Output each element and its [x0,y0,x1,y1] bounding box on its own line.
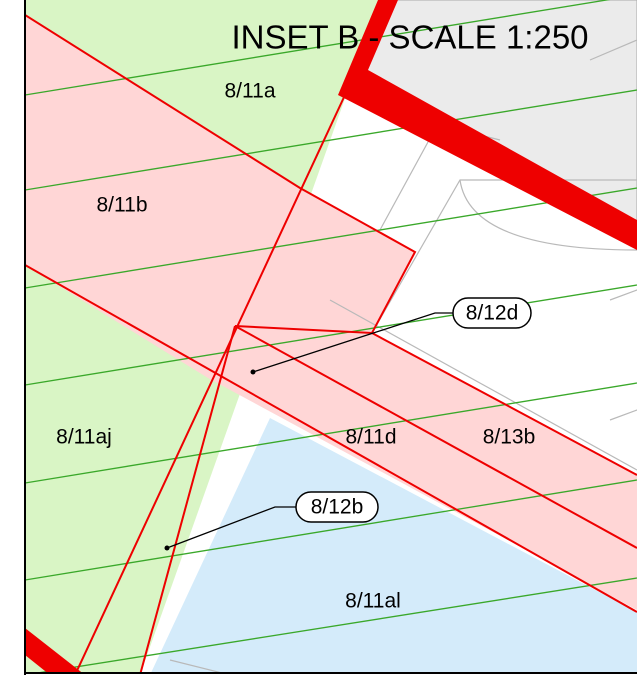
pink-area [25,15,415,378]
leader-dot [250,369,256,375]
thick-boundary [25,628,83,673]
callout-box [452,297,532,329]
leader-line [252,312,455,373]
thick-boundary [338,0,637,250]
callout-label: 8/12d [466,302,519,325]
map-area: INSET B - SCALE 1:250 8/11a 8/11b 8/11aj… [25,0,637,673]
leader-line [166,506,298,549]
inset-title: INSET B - SCALE 1:250 [231,19,588,56]
parcel-label: 8/11a [225,80,276,103]
callout-box [295,491,379,523]
parcel-label: 8/11d [346,426,397,449]
parcel-label: 8/13b [483,426,536,449]
parcel-label: 8/11al [345,590,401,613]
callout-label: 8/12b [311,496,364,519]
leader-dot [164,545,170,551]
parcel-label: 8/11b [97,194,148,217]
pink-area [208,326,637,610]
blue-area [150,418,637,673]
red-lines [25,14,637,673]
parcel-label: 8/11aj [56,426,112,449]
green-lines [25,0,637,673]
